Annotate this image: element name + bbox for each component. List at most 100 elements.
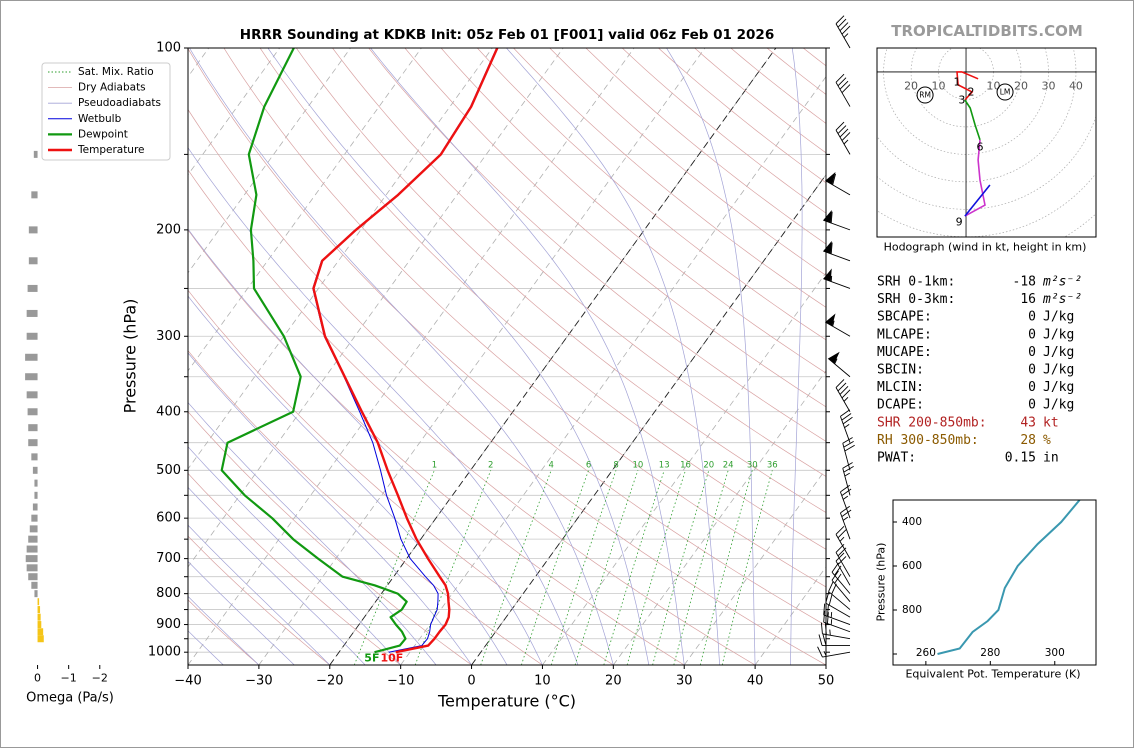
isotherm bbox=[188, 48, 564, 568]
stat-unit: m²s⁻² bbox=[1042, 292, 1082, 307]
omega-tick-label: 0 bbox=[34, 672, 41, 685]
legend-label: Pseudoadiabats bbox=[78, 97, 161, 109]
x-tick-label: −40 bbox=[174, 674, 201, 689]
stat-value: 0 bbox=[1028, 380, 1036, 395]
hodo-tick-label: 40 bbox=[1069, 79, 1083, 92]
wind-barb bbox=[818, 634, 850, 647]
mixing-ratio-label: 4 bbox=[548, 460, 553, 470]
stat-unit: J/kg bbox=[1043, 398, 1074, 413]
omega-bar bbox=[33, 150, 38, 158]
profile-line bbox=[220, 48, 408, 654]
plot-frame bbox=[187, 47, 827, 666]
chart-title: HRRR Sounding at KDKB Init: 05z Feb 01 [… bbox=[240, 27, 774, 43]
x-tick-label: 10 bbox=[534, 674, 551, 689]
isotherm bbox=[188, 48, 635, 665]
mixing-ratio-line bbox=[673, 470, 729, 665]
stat-label: SHR 200-850mb: bbox=[877, 415, 987, 430]
mixing-ratio-line bbox=[414, 470, 492, 665]
stat-value: 16 bbox=[1020, 292, 1036, 307]
y-tick-label: 700 bbox=[156, 551, 181, 566]
wind-barb bbox=[835, 73, 851, 107]
omega-bar bbox=[25, 373, 38, 381]
storm-motion-label: LM bbox=[1000, 88, 1011, 97]
stat-value: 0.15 bbox=[1005, 451, 1036, 466]
pseudoadiabat bbox=[506, 48, 721, 665]
thetae-x-label: Equivalent Pot. Temperature (K) bbox=[905, 668, 1080, 681]
dry-adiabat bbox=[585, 48, 826, 245]
pseudoadiabat bbox=[188, 295, 508, 665]
pseudoadiabat bbox=[188, 524, 331, 665]
omega-bar bbox=[28, 226, 38, 234]
dry-adiabat bbox=[188, 535, 331, 665]
thetae-y-tick-label: 400 bbox=[902, 516, 922, 528]
dry-adiabat bbox=[658, 48, 826, 184]
dry-adiabat bbox=[223, 48, 826, 588]
dry-adiabat bbox=[188, 108, 826, 665]
x-tick-label: −20 bbox=[316, 674, 343, 689]
stat-unit: % bbox=[1043, 433, 1051, 448]
stat-label: MLCIN: bbox=[877, 380, 924, 395]
omega-bar bbox=[25, 353, 38, 361]
omega-bar bbox=[37, 635, 44, 643]
omega-bar bbox=[34, 590, 38, 598]
dry-adiabat bbox=[621, 48, 826, 214]
legend-box bbox=[41, 62, 171, 161]
omega-bar bbox=[37, 613, 41, 621]
x-tick-label: 20 bbox=[605, 674, 622, 689]
wind-barb bbox=[842, 462, 854, 496]
x-tick-label: −10 bbox=[387, 674, 414, 689]
highlight-isotherm bbox=[471, 173, 826, 665]
thetae-frame bbox=[892, 499, 1097, 666]
wind-barb bbox=[827, 351, 851, 378]
omega-bar bbox=[34, 479, 38, 487]
wind-barb bbox=[835, 525, 851, 559]
height-label: 9 bbox=[956, 215, 963, 228]
stat-value: 28 bbox=[1020, 433, 1036, 448]
pseudoadiabat bbox=[189, 48, 614, 665]
y-tick-label: 600 bbox=[156, 511, 181, 526]
omega-bar bbox=[28, 439, 38, 447]
stat-label: SBCAPE: bbox=[877, 310, 932, 325]
stat-unit: m²s⁻² bbox=[1042, 275, 1082, 290]
omega-bar bbox=[29, 525, 38, 533]
dry-adiabat bbox=[188, 411, 472, 665]
mixing-ratio-line bbox=[521, 470, 589, 665]
thetae-y-tick-label: 800 bbox=[902, 604, 922, 616]
mixing-ratio-line bbox=[699, 470, 753, 665]
pseudoadiabat bbox=[188, 401, 437, 665]
omega-bar bbox=[31, 453, 38, 461]
isotherm bbox=[188, 48, 422, 372]
thetae-y-label: Pressure (hPa) bbox=[875, 543, 888, 622]
hodo-tick-label: 20 bbox=[1014, 79, 1028, 92]
hodo-tick-label: 10 bbox=[932, 79, 946, 92]
mixing-ratio-label: 30 bbox=[747, 460, 758, 470]
omega-bar bbox=[31, 581, 38, 589]
hodograph-line bbox=[964, 139, 986, 217]
x-tick-label: −30 bbox=[245, 674, 272, 689]
site-name: TROPICALTIDBITS.COM bbox=[891, 22, 1083, 40]
legend-label: Dewpoint bbox=[78, 128, 128, 140]
stat-unit: in bbox=[1043, 451, 1059, 466]
legend-label: Wetbulb bbox=[78, 113, 122, 125]
stat-label: DCAPE: bbox=[877, 398, 924, 413]
hodo-tick-label: 20 bbox=[904, 79, 918, 92]
omega-bar bbox=[27, 408, 38, 416]
omega-bar bbox=[26, 564, 38, 572]
mixing-ratio-line bbox=[480, 470, 552, 665]
wind-barb bbox=[822, 240, 851, 262]
isotherm bbox=[258, 48, 706, 665]
dry-adiabat bbox=[188, 169, 756, 665]
mixing-ratio-label: 24 bbox=[723, 460, 734, 470]
mixing-ratio-label: 36 bbox=[767, 460, 778, 470]
omega-bar bbox=[26, 309, 38, 317]
omega-bar bbox=[25, 555, 38, 563]
storm-motion-marker bbox=[916, 86, 934, 104]
isotherm bbox=[188, 48, 280, 176]
skewt-plot bbox=[188, 48, 826, 665]
dry-adiabat bbox=[188, 48, 826, 626]
stat-label: SRH 0-1km: bbox=[877, 275, 955, 290]
omega-bar bbox=[26, 391, 38, 399]
mixing-ratio-line bbox=[353, 470, 435, 665]
surface-label: 10F bbox=[380, 652, 403, 665]
